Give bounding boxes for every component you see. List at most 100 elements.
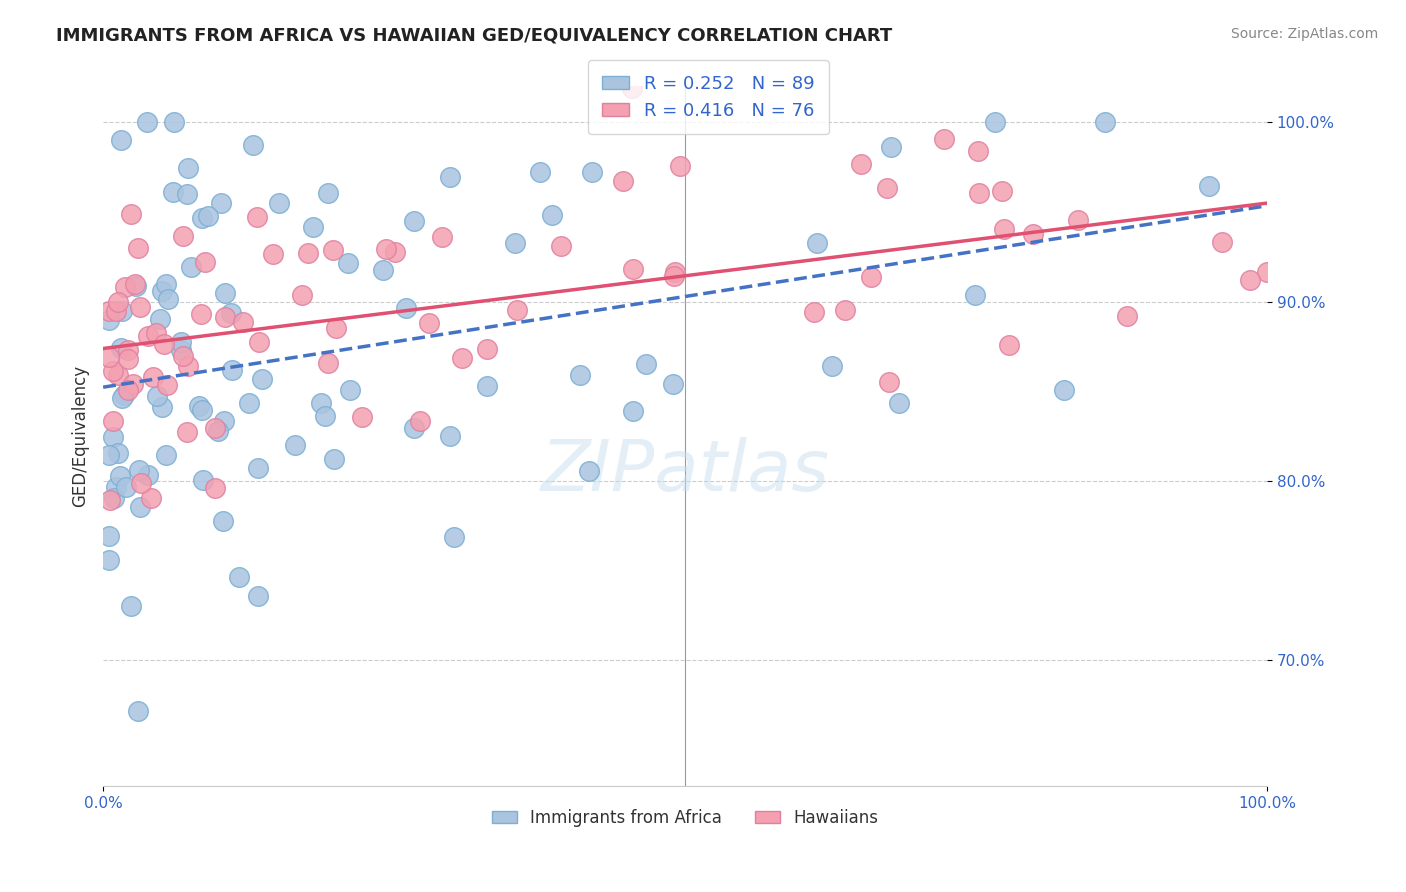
Point	[187, 399, 209, 413]
Point	[375, 242, 398, 256]
Point	[120, 206, 142, 220]
Point	[860, 270, 883, 285]
Point	[887, 395, 910, 409]
Point	[550, 239, 572, 253]
Point	[110, 341, 132, 355]
Point	[297, 246, 319, 260]
Point	[506, 302, 529, 317]
Y-axis label: GED/Equivalency: GED/Equivalency	[72, 365, 89, 508]
Point	[1053, 383, 1076, 397]
Point	[191, 473, 214, 487]
Point	[127, 241, 149, 255]
Point	[176, 186, 198, 201]
Point	[662, 269, 685, 284]
Point	[146, 389, 169, 403]
Point	[172, 228, 194, 243]
Point	[450, 351, 472, 366]
Point	[806, 236, 828, 251]
Point	[228, 570, 250, 584]
Point	[190, 307, 212, 321]
Point	[142, 369, 165, 384]
Point	[107, 294, 129, 309]
Point	[155, 277, 177, 292]
Point	[139, 491, 162, 505]
Point	[395, 301, 418, 315]
Point	[103, 364, 125, 378]
Text: Source: ZipAtlas.com: Source: ZipAtlas.com	[1230, 27, 1378, 41]
Point	[620, 81, 643, 95]
Point	[136, 329, 159, 343]
Point	[194, 255, 217, 269]
Point	[621, 404, 644, 418]
Point	[191, 211, 214, 226]
Point	[993, 221, 1015, 235]
Point	[103, 491, 125, 506]
Point	[998, 337, 1021, 351]
Point	[105, 304, 128, 318]
Point	[156, 378, 179, 392]
Point	[669, 159, 692, 173]
Point	[967, 144, 990, 158]
Point	[221, 363, 243, 377]
Point	[107, 368, 129, 382]
Point	[1022, 227, 1045, 241]
Point	[318, 186, 340, 201]
Point	[150, 401, 173, 415]
Point	[1239, 273, 1261, 287]
Point	[127, 704, 149, 718]
Point	[101, 430, 124, 444]
Point	[418, 316, 440, 330]
Point	[114, 279, 136, 293]
Point	[302, 219, 325, 234]
Point	[136, 115, 159, 129]
Point	[110, 468, 132, 483]
Point	[439, 429, 461, 443]
Text: IMMIGRANTS FROM AFRICA VS HAWAIIAN GED/EQUIVALENCY CORRELATION CHART: IMMIGRANTS FROM AFRICA VS HAWAIIAN GED/E…	[56, 27, 893, 45]
Point	[1198, 178, 1220, 193]
Point	[322, 451, 344, 466]
Point	[238, 396, 260, 410]
Point	[107, 446, 129, 460]
Point	[103, 414, 125, 428]
Point	[177, 359, 200, 374]
Point	[204, 421, 226, 435]
Point	[117, 352, 139, 367]
Point	[129, 476, 152, 491]
Point	[1256, 265, 1278, 279]
Point	[153, 337, 176, 351]
Point	[97, 448, 120, 462]
Point	[120, 599, 142, 613]
Point	[128, 500, 150, 514]
Point	[309, 396, 332, 410]
Point	[1211, 235, 1233, 250]
Point	[612, 174, 634, 188]
Point	[568, 368, 591, 383]
Point	[97, 351, 120, 365]
Point	[172, 349, 194, 363]
Point	[246, 211, 269, 225]
Point	[475, 342, 498, 356]
Point	[190, 402, 212, 417]
Point	[115, 480, 138, 494]
Point	[155, 448, 177, 462]
Point	[314, 409, 336, 423]
Point	[111, 304, 134, 318]
Point	[339, 383, 361, 397]
Point	[125, 278, 148, 293]
Point	[1066, 213, 1088, 227]
Point	[284, 438, 307, 452]
Point	[503, 236, 526, 251]
Point	[114, 387, 136, 401]
Point	[136, 468, 159, 483]
Point	[180, 260, 202, 275]
Point	[834, 302, 856, 317]
Point	[373, 262, 395, 277]
Point	[97, 553, 120, 567]
Point	[325, 320, 347, 334]
Point	[117, 383, 139, 397]
Point	[432, 229, 454, 244]
Point	[98, 493, 121, 508]
Point	[581, 165, 603, 179]
Point	[129, 301, 152, 315]
Point	[212, 514, 235, 528]
